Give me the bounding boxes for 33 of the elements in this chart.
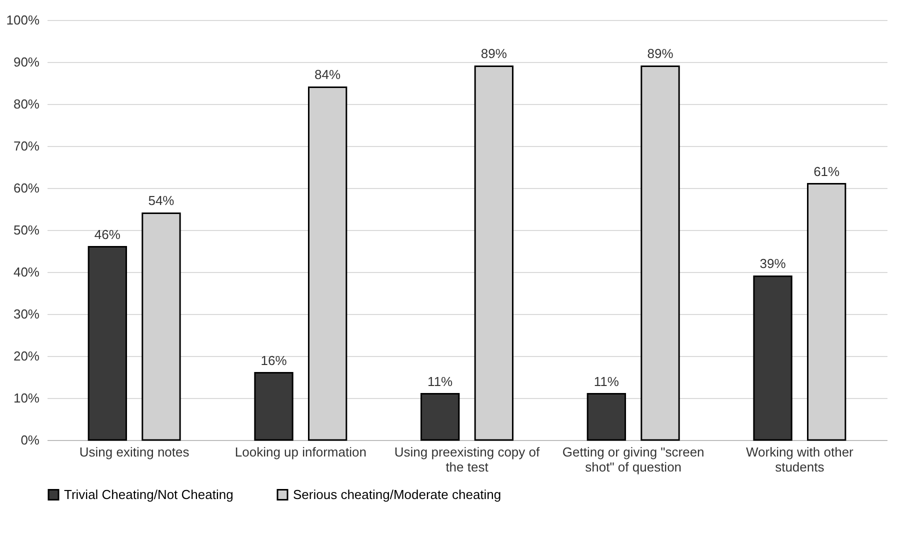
y-tick-label: 80% <box>13 96 40 112</box>
y-tick-label: 10% <box>13 390 40 406</box>
y-tick-label: 0% <box>20 432 40 448</box>
x-tick-label: Using exiting notes <box>79 444 190 460</box>
data-label: 11% <box>594 374 620 389</box>
y-tick-label: 70% <box>13 138 40 154</box>
data-label: 89% <box>480 46 508 62</box>
y-tick-label: 50% <box>13 222 40 238</box>
y-tick-label: 60% <box>13 180 40 196</box>
data-label: 16% <box>260 352 288 368</box>
data-label: 61% <box>814 164 840 179</box>
legend-label: Trivial Cheating/Not Cheating <box>64 486 234 502</box>
data-label: 11% <box>428 374 454 389</box>
bar <box>753 275 792 441</box>
data-label: 39% <box>760 256 786 272</box>
bar <box>586 393 626 441</box>
data-label: 84% <box>314 67 342 82</box>
y-tick-label: 100% <box>6 12 40 28</box>
data-label: 54% <box>148 193 175 208</box>
y-tick-label: 40% <box>13 264 40 280</box>
y-tick-label: 90% <box>13 54 40 70</box>
y-tick-label: 30% <box>13 306 40 322</box>
y-tick-label: 20% <box>13 348 40 364</box>
data-label: 89% <box>647 46 674 62</box>
x-tick-label: Getting or giving "screen shot" of question <box>562 444 704 474</box>
bar <box>88 246 128 441</box>
x-tick-label: Using preexisting copy of the test <box>394 444 540 474</box>
legend-label: Serious cheating/Moderate cheating <box>293 486 502 502</box>
x-tick-label: Looking up information <box>234 444 366 460</box>
data-label: 46% <box>94 226 121 242</box>
bar <box>254 372 294 441</box>
x-tick-label: Working with other students <box>746 444 854 474</box>
bar <box>420 393 460 441</box>
